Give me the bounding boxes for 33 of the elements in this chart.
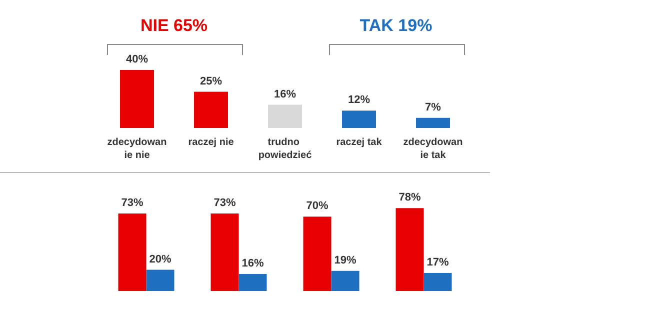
data-label: 16%	[242, 258, 264, 270]
data-label: 70%	[306, 200, 328, 212]
x-tick-label: raczej tak	[336, 137, 382, 148]
x-tick-label: trudno powiedzieć	[258, 137, 312, 161]
data-label: 40%	[126, 54, 148, 66]
bar	[342, 110, 376, 128]
bar	[416, 118, 450, 128]
bar	[120, 70, 154, 128]
text: NIE 65%	[140, 16, 208, 36]
data-label: 12%	[348, 94, 370, 106]
bar	[238, 274, 267, 291]
bar	[146, 270, 174, 291]
data-label: 73%	[214, 196, 236, 209]
x-tick-label: raczej nie	[188, 137, 234, 148]
x-tick-label: zdecydowanie tak	[403, 137, 463, 161]
bar	[268, 104, 302, 128]
data-label: 7%	[425, 101, 442, 114]
data-label: 17%	[426, 256, 449, 268]
data-label: 78%	[398, 192, 421, 204]
data-label: 16%	[274, 88, 296, 100]
bar	[210, 213, 239, 291]
bar	[396, 208, 424, 291]
bar	[424, 272, 452, 291]
data-label: 73%	[121, 196, 144, 209]
bar	[118, 213, 146, 291]
bar	[303, 216, 332, 291]
x-tick-label: zdecydowanie nie	[107, 137, 167, 161]
data-label: 20%	[149, 253, 172, 266]
data-label: 19%	[334, 254, 356, 266]
data-label: 25%	[200, 75, 222, 88]
text: TAK 19%	[360, 16, 432, 36]
bar	[331, 270, 360, 291]
bar	[194, 92, 228, 128]
